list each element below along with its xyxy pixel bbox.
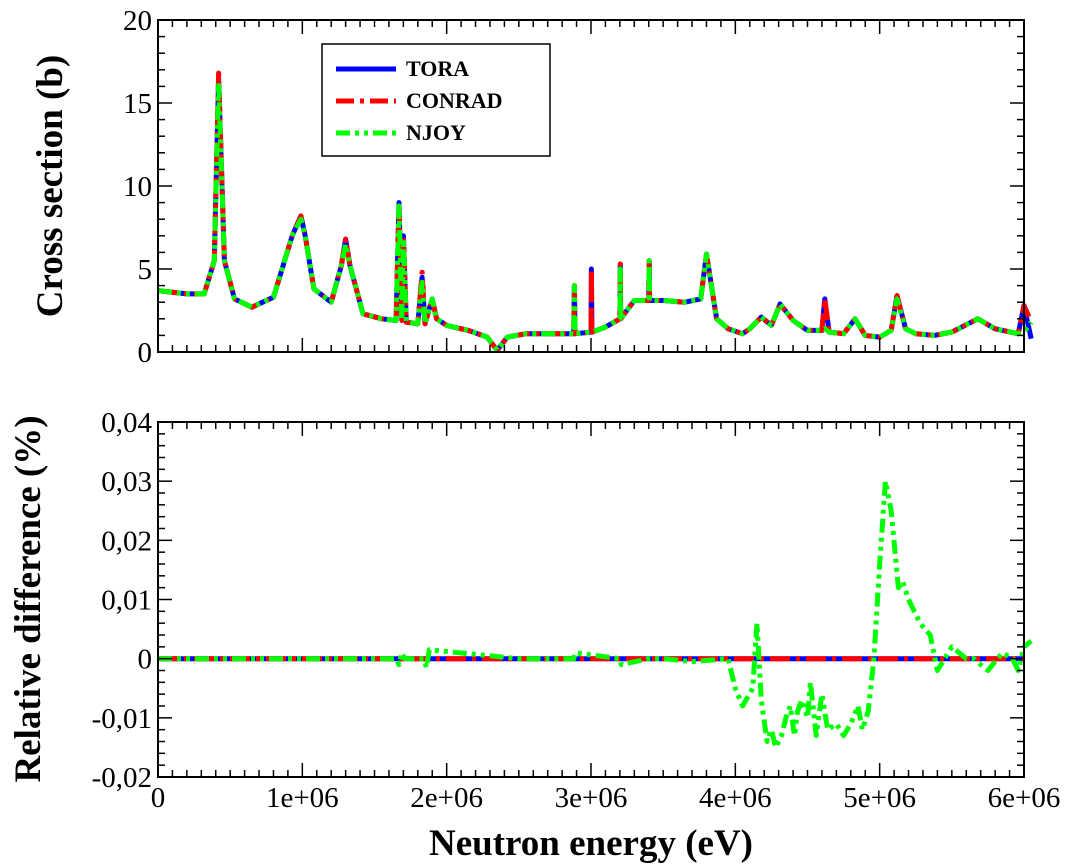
relative-difference-frame xyxy=(157,421,1025,778)
cross-section-panel: 0 5 10 15 20 Cross section (b) TORA CONRAD N… xyxy=(30,5,1034,369)
cross-section-ytick-label: 5 xyxy=(138,254,153,286)
legend-label-tora: TORA xyxy=(406,56,469,81)
relative-difference-xtick-label: 3e+06 xyxy=(555,782,628,814)
legend-label-njoy: NJOY xyxy=(406,120,466,145)
legend: TORA CONRAD NJOY xyxy=(321,43,551,157)
relative-difference-ytick-label: 0,04 xyxy=(101,407,152,439)
cross-section-ytick-label: 20 xyxy=(123,5,152,37)
cross-section-frame xyxy=(157,19,1025,353)
relative-difference-series xyxy=(158,478,1033,750)
cross-section-ytick-label: 15 xyxy=(123,88,152,120)
relative-difference-xtick-label: 0 xyxy=(151,782,166,814)
relative-difference-xtick-label: 6e+06 xyxy=(988,782,1061,814)
relative-difference-ticks: -0,02 -0,01 0 0,01 0,02 0,03 0,04 0 1e+06 2e+06 3e… xyxy=(92,407,1061,814)
relative-difference-ytick-label: 0,02 xyxy=(101,525,152,557)
x-axis-title: Neutron energy (eV) xyxy=(429,823,753,864)
cross-section-ticks: 0 5 10 15 20 xyxy=(123,5,1025,369)
legend-label-conrad: CONRAD xyxy=(406,88,503,113)
relative-difference-xtick-label: 5e+06 xyxy=(843,782,916,814)
relative-difference-panel: -0,02 -0,01 0 0,01 0,02 0,03 0,04 0 1e+06 2e+06 3e… xyxy=(8,407,1060,864)
relative-difference-xtick-label: 1e+06 xyxy=(266,782,339,814)
cross-section-line-njoy xyxy=(157,80,1034,353)
cross-section-ylabel: Cross section (b) xyxy=(30,55,71,317)
cross-section-ytick-label: 10 xyxy=(123,171,152,203)
cross-section-line-conrad xyxy=(157,70,1034,353)
relative-difference-line-njoy xyxy=(158,478,1033,750)
cross-section-ytick-label: 0 xyxy=(138,337,153,369)
cross-section-series xyxy=(157,70,1034,353)
relative-difference-ytick-label: -0,01 xyxy=(92,703,152,735)
relative-difference-xtick-label: 2e+06 xyxy=(410,782,483,814)
relative-difference-ytick-label: 0 xyxy=(138,644,153,676)
relative-difference-xtick-label: 4e+06 xyxy=(699,782,772,814)
relative-difference-ytick-label: 0,03 xyxy=(101,466,152,498)
relative-difference-ylabel: Relative difference (%) xyxy=(8,415,49,782)
relative-difference-ytick-label: 0,01 xyxy=(101,585,152,617)
relative-difference-ytick-label: -0,02 xyxy=(92,762,152,794)
